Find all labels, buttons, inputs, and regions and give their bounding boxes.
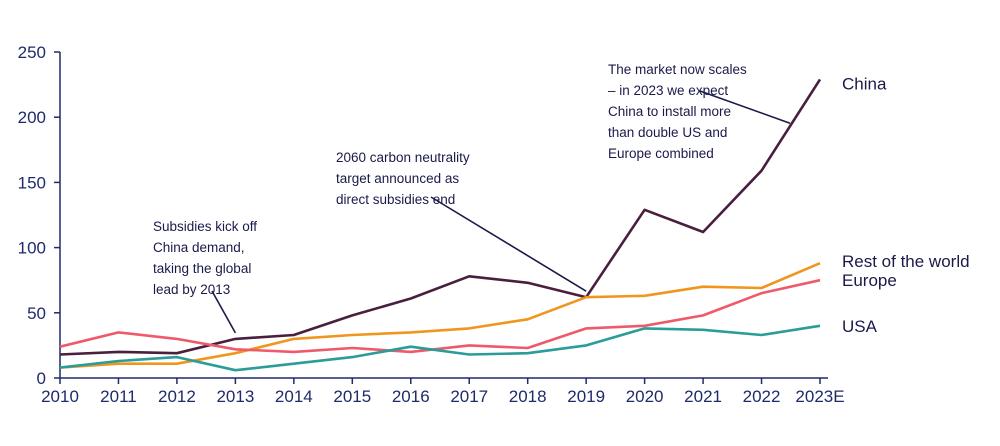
x-tick-label: 2011	[100, 387, 137, 406]
series-line-china	[59, 78, 822, 356]
axes	[59, 52, 828, 379]
annotation-text-line: taking the global	[153, 261, 251, 276]
x-tick-label: 2013	[216, 387, 254, 406]
annotation-2: 2060 carbon neutrality target announced a…	[336, 150, 587, 292]
x-tick-label: 2022	[743, 387, 781, 406]
annotation-text-line: The market now scales	[608, 62, 747, 77]
x-tick-label: 2019	[567, 387, 605, 406]
series-label-usa: USA	[842, 317, 878, 336]
annotation-1: Subsidies kick off China demand, taking th…	[153, 219, 257, 334]
annotation-text-line: target announced as	[336, 171, 459, 186]
x-tick-label: 2016	[392, 387, 430, 406]
annotation-text-line: lead by 2013	[153, 282, 230, 297]
annotation-3: The market now scales – in 2023 we expect…	[608, 62, 791, 161]
series-line-rest-of-the-world	[59, 262, 821, 369]
y-tick-label: 0	[37, 369, 46, 388]
x-tick-label: 2014	[275, 387, 313, 406]
x-tick-label: 2020	[626, 387, 664, 406]
series-lines	[59, 78, 822, 372]
x-tick-label: 2015	[333, 387, 371, 406]
x-tick-label: 2010	[41, 387, 79, 406]
x-tick-label: 2021	[684, 387, 722, 406]
y-tick-label: 150	[18, 173, 46, 192]
series-label-china: China	[842, 74, 887, 93]
annotations: Subsidies kick off China demand, taking th…	[153, 62, 791, 334]
annotation-text-line: direct subsidies end	[336, 192, 455, 207]
y-axis-ticks: 0 50 100 150 200 250	[18, 43, 60, 388]
y-tick-label: 100	[18, 239, 46, 258]
x-tick-label: 2012	[158, 387, 196, 406]
x-tick-label: 2018	[509, 387, 547, 406]
y-tick-label: 250	[18, 43, 46, 62]
annotation-text-line: China to install more	[608, 104, 731, 119]
series-label-rest-of-the-world: Rest of the world	[842, 252, 970, 271]
annotation-text-line: Europe combined	[608, 146, 714, 161]
x-axis-ticks: 2010 2011 2012 2013 2014 2015 2016 2017 2018 2019…	[41, 378, 845, 406]
series-label-europe: Europe	[842, 271, 897, 290]
annotation-leader-line	[211, 290, 237, 334]
x-tick-label: 2023E	[795, 387, 844, 406]
y-tick-label: 50	[27, 304, 46, 323]
annotation-text-line: 2060 carbon neutrality	[336, 150, 470, 165]
series-line-europe	[59, 278, 821, 354]
annotation-text-line: – in 2023 we expect	[608, 83, 728, 98]
annotation-text-line: China demand,	[153, 240, 245, 255]
y-tick-label: 200	[18, 108, 46, 127]
annotation-leader-line	[699, 90, 791, 124]
series-line-usa	[59, 324, 821, 372]
x-tick-label: 2017	[450, 387, 488, 406]
annotation-text-line: than double US and	[608, 125, 727, 140]
annotation-text-line: Subsidies kick off	[153, 219, 257, 234]
annotation-leader-line	[430, 196, 587, 292]
